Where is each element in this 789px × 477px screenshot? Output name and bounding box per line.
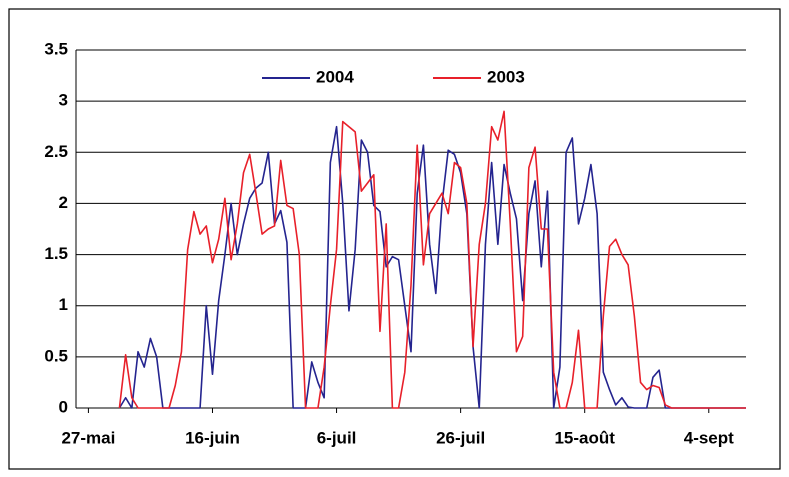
y-tick-label: 3 (59, 91, 68, 110)
x-tick-label: 15-août (554, 428, 615, 447)
y-tick-label: 0.5 (44, 346, 68, 365)
x-tick-label: 6-juil (317, 428, 357, 447)
y-tick-label: 0 (59, 397, 68, 416)
chart-frame (8, 8, 781, 470)
x-tick-label: 16-juin (185, 428, 240, 447)
y-tick-label: 3.5 (44, 39, 68, 58)
y-tick-label: 2 (59, 193, 68, 212)
y-tick-label: 2.5 (44, 142, 68, 161)
series-line (118, 110, 746, 409)
x-tick-label: 27-mai (61, 428, 115, 447)
y-tick-label: 1.5 (44, 244, 68, 263)
x-tick-label: 26-juil (436, 428, 485, 447)
legend-label: 2003 (487, 67, 525, 86)
x-tick-label: 4-sept (684, 428, 734, 447)
y-tick-label: 1 (59, 295, 68, 314)
series-line (118, 125, 746, 409)
legend-label: 2004 (316, 67, 354, 86)
